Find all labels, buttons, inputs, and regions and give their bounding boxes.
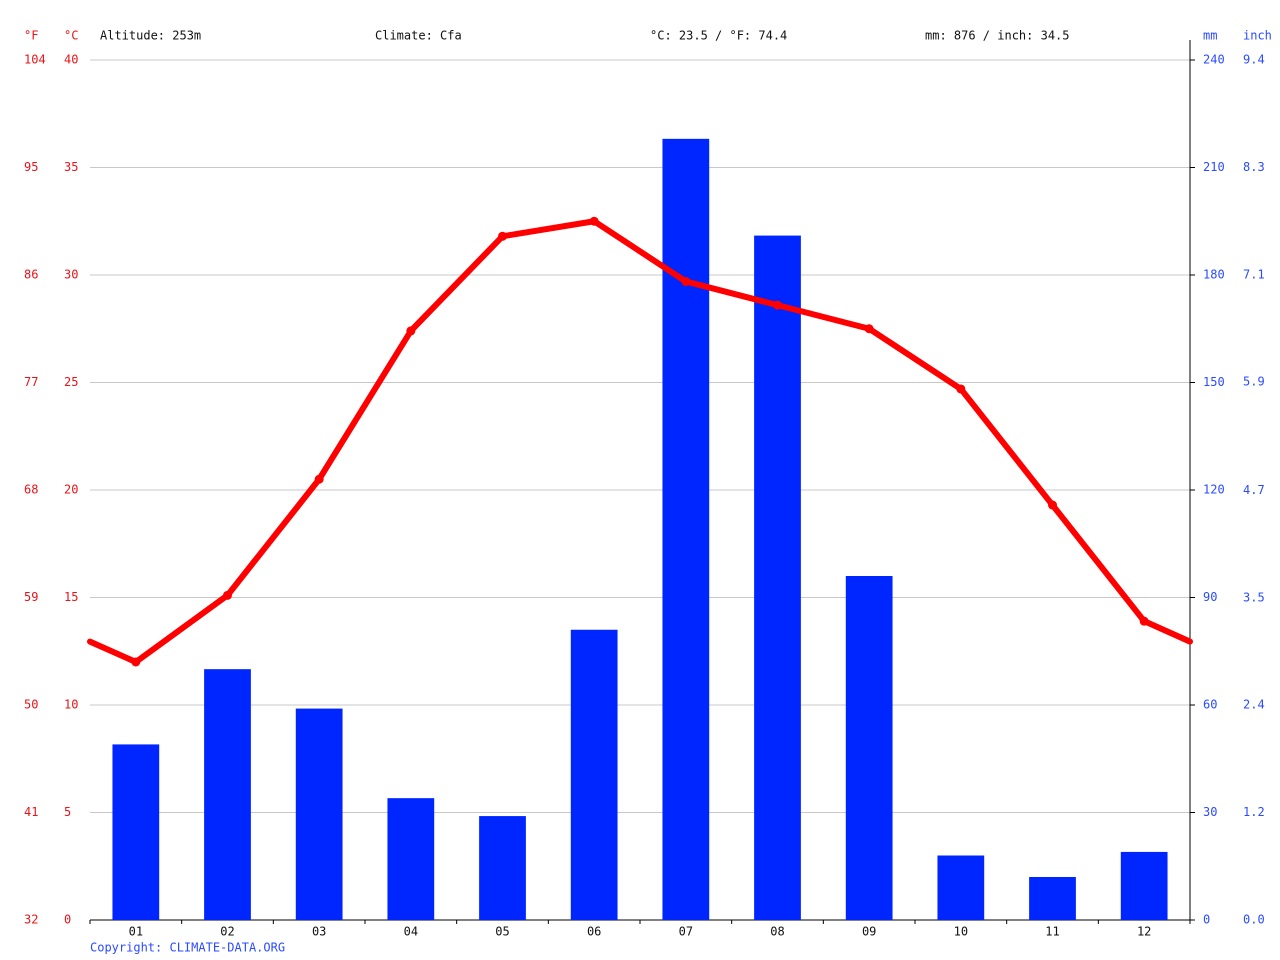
c-tick-label: 35 bbox=[64, 160, 78, 174]
inch-tick-label: 4.7 bbox=[1243, 483, 1265, 497]
temperature-line-wrap bbox=[1141, 618, 1193, 645]
mm-tick-label: 240 bbox=[1203, 53, 1225, 67]
annotation: Climate: Cfa bbox=[375, 29, 462, 43]
annotation: Altitude: 253m bbox=[100, 29, 201, 43]
precipitation-bar bbox=[845, 576, 893, 920]
c-tick-label: 0 bbox=[64, 913, 71, 927]
x-tick-label: 12 bbox=[1137, 925, 1151, 939]
inch-tick-label: 3.5 bbox=[1243, 590, 1265, 604]
f-tick-label: 68 bbox=[24, 483, 38, 497]
f-tick-label: 59 bbox=[24, 590, 38, 604]
temperature-point bbox=[223, 590, 232, 600]
f-tick-label: 41 bbox=[24, 805, 38, 819]
f-tick-label: 77 bbox=[24, 375, 38, 389]
f-tick-label: 86 bbox=[24, 268, 38, 282]
mm-tick-label: 210 bbox=[1203, 160, 1225, 174]
c-tick-label: 25 bbox=[64, 375, 78, 389]
mm-tick-label: 60 bbox=[1203, 698, 1217, 712]
mm-tick-label: 120 bbox=[1203, 483, 1225, 497]
x-tick-label: 06 bbox=[587, 925, 601, 939]
inch-tick-label: 9.4 bbox=[1243, 53, 1265, 67]
mm-tick-label: 90 bbox=[1203, 590, 1217, 604]
x-tick-label: 10 bbox=[954, 925, 968, 939]
mm-tick-label: 30 bbox=[1203, 805, 1217, 819]
temperature-point bbox=[956, 384, 966, 394]
precipitation-bar bbox=[112, 744, 160, 920]
temperature-point bbox=[131, 657, 141, 667]
temperature-point bbox=[773, 300, 782, 310]
temperature-point bbox=[681, 276, 691, 286]
precipitation-bar bbox=[937, 855, 985, 920]
inch-axis-unit: inch bbox=[1243, 29, 1272, 43]
x-tick-label: 02 bbox=[220, 925, 234, 939]
annotation: °C: 23.5 / °F: 74.4 bbox=[650, 29, 787, 43]
temperature-point bbox=[498, 231, 507, 241]
mm-tick-label: 150 bbox=[1203, 375, 1225, 389]
precipitation-bar bbox=[754, 235, 801, 921]
x-tick-label: 07 bbox=[679, 925, 693, 939]
x-tick-label: 04 bbox=[404, 925, 418, 939]
copyright: Copyright: CLIMATE-DATA.ORG bbox=[90, 941, 285, 955]
f-tick-label: 50 bbox=[24, 698, 38, 712]
mm-tick-label: 0 bbox=[1203, 913, 1210, 927]
f-tick-label: 32 bbox=[24, 913, 38, 927]
inch-tick-label: 7.1 bbox=[1243, 267, 1265, 281]
x-tick-label: 05 bbox=[495, 925, 509, 939]
c-tick-label: 20 bbox=[64, 483, 78, 497]
mm-axis-unit: mm bbox=[1203, 29, 1217, 43]
x-tick-label: 09 bbox=[862, 925, 876, 939]
annotation: mm: 876 / inch: 34.5 bbox=[925, 29, 1070, 43]
c-tick-label: 15 bbox=[64, 590, 78, 604]
precipitation-bar bbox=[387, 798, 435, 920]
precipitation-bar bbox=[1120, 851, 1168, 920]
precipitation-bar bbox=[662, 138, 710, 921]
c-axis-unit: °C bbox=[64, 29, 78, 43]
temperature-point bbox=[589, 216, 599, 226]
f-axis-unit: °F bbox=[24, 29, 38, 43]
temperature-point bbox=[1048, 500, 1057, 510]
c-tick-label: 5 bbox=[64, 805, 71, 819]
inch-tick-label: 1.2 bbox=[1243, 805, 1265, 819]
precipitation-bar bbox=[204, 669, 251, 920]
inch-tick-label: 0.0 bbox=[1243, 913, 1265, 927]
c-tick-label: 30 bbox=[64, 268, 78, 282]
mm-tick-label: 180 bbox=[1203, 268, 1225, 282]
temperature-point bbox=[406, 326, 416, 336]
temperature-point bbox=[314, 474, 324, 484]
precipitation-bar bbox=[295, 708, 343, 920]
inch-tick-label: 8.3 bbox=[1243, 160, 1265, 174]
x-tick-label: 01 bbox=[129, 925, 143, 939]
temperature-point bbox=[864, 324, 874, 334]
temperature-point bbox=[1139, 616, 1149, 626]
precipitation-bar bbox=[1029, 877, 1076, 920]
c-tick-label: 10 bbox=[64, 698, 78, 712]
x-tick-label: 03 bbox=[312, 925, 326, 939]
c-tick-label: 40 bbox=[64, 53, 78, 67]
precipitation-bar bbox=[570, 629, 618, 920]
x-tick-label: 08 bbox=[770, 925, 784, 939]
x-tick-label: 11 bbox=[1045, 925, 1059, 939]
f-tick-label: 104 bbox=[24, 53, 46, 67]
inch-tick-label: 5.9 bbox=[1243, 375, 1265, 389]
temperature-line bbox=[134, 218, 1147, 665]
f-tick-label: 95 bbox=[24, 160, 38, 174]
precipitation-bar bbox=[479, 816, 526, 920]
temperature-line-wrap bbox=[87, 638, 139, 665]
inch-tick-label: 2.4 bbox=[1243, 698, 1265, 712]
